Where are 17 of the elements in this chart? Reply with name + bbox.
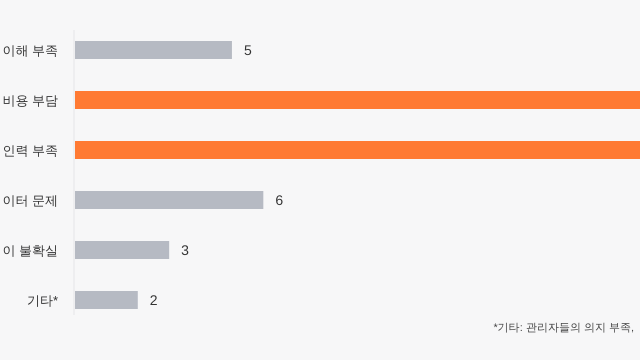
- bar: [75, 291, 138, 309]
- y-tick-label: 인력 부족: [2, 143, 58, 158]
- bar: [75, 41, 232, 59]
- data-label: 2: [150, 292, 158, 308]
- y-tick-label: 기타*: [26, 293, 58, 308]
- y-tick-label: 이터 문제: [2, 193, 58, 208]
- bar: [75, 241, 170, 259]
- bar: [75, 191, 264, 209]
- bar: [75, 91, 640, 109]
- data-label: 6: [275, 192, 284, 208]
- y-tick-label: 이해 부족: [2, 43, 58, 58]
- y-tick-label: 이 불확실: [2, 243, 58, 258]
- data-label: 3: [181, 242, 190, 258]
- bar: [75, 141, 640, 159]
- text: *기타: 관리자들의 의지 부족,: [493, 322, 634, 334]
- y-tick-label: 비용 부담: [2, 93, 58, 108]
- data-label: 5: [244, 42, 252, 58]
